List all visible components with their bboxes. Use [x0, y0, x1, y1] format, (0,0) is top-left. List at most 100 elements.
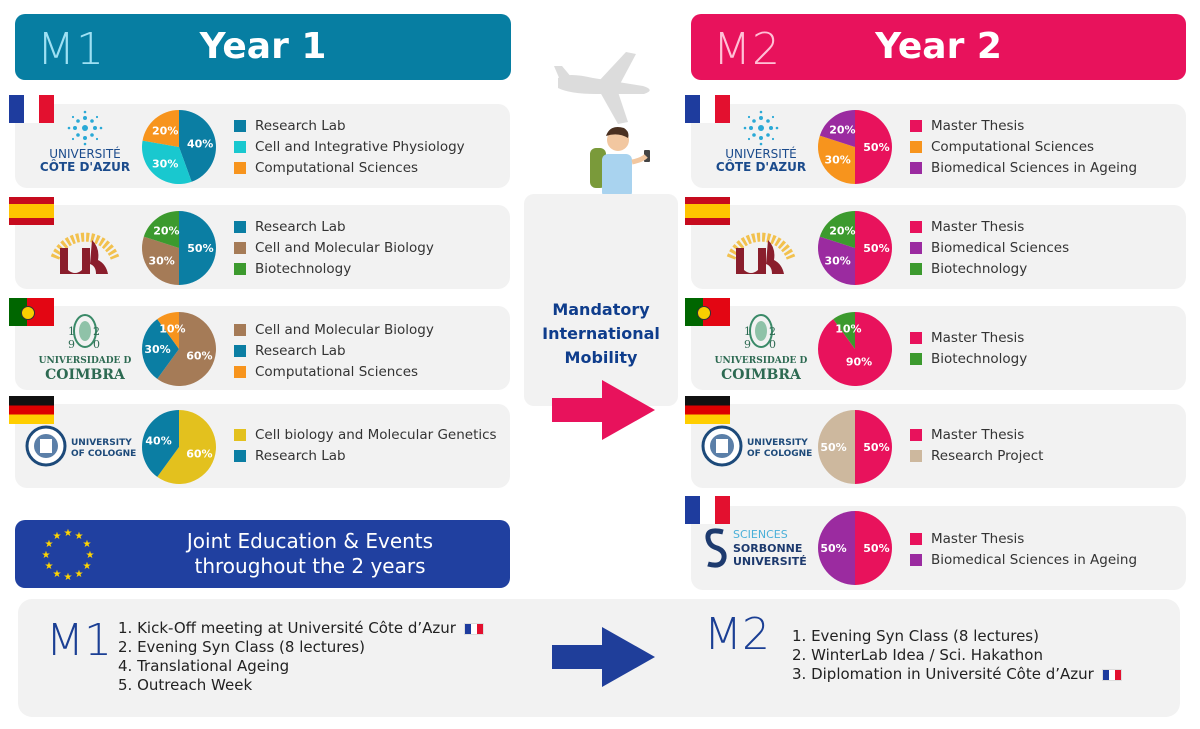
- legend-item: Biomedical Sciences in Ageing: [910, 157, 1137, 178]
- legend-item: Cell and Molecular Biology: [234, 237, 434, 258]
- pie-slice: [855, 410, 892, 484]
- pie-slice: [157, 312, 216, 386]
- pie-slice: [142, 140, 192, 184]
- legend-swatch: [910, 140, 922, 153]
- pie-slice: [179, 211, 216, 285]
- cote-azur-logo-line1: UNIVERSITÉ: [725, 147, 797, 161]
- sorbonne-logo-line1: SCIENCES: [733, 528, 788, 541]
- spain-flag-icon: [9, 197, 54, 225]
- pie-slice: [142, 319, 179, 379]
- legend-item: Biotechnology: [910, 348, 1027, 369]
- events-m1-list: 1. Kick-Off meeting at Université Côte d…: [118, 619, 484, 695]
- coimbra-logo-line1: UNIVERSIDADE D: [714, 356, 808, 366]
- airplane-icon: [554, 52, 650, 124]
- legend-swatch: [910, 532, 922, 545]
- legend-item: Biomedical Sciences: [910, 237, 1069, 258]
- cote-azur-logo-line1: UNIVERSITÉ: [49, 147, 121, 161]
- legend-item: Master Thesis: [910, 528, 1137, 549]
- events-arrow-icon: [552, 627, 655, 687]
- sevilla-logo: [716, 208, 806, 282]
- legend-swatch: [910, 331, 922, 344]
- legend-item: Biotechnology: [910, 258, 1069, 279]
- pie-slice-label: 50%: [187, 242, 213, 255]
- year1-m-label: M1: [37, 24, 105, 75]
- legend-item: Master Thesis: [910, 424, 1043, 445]
- legend-label: Master Thesis: [931, 218, 1025, 235]
- legend-swatch: [234, 365, 246, 378]
- cote-azur-logo-line2: CÔTE D'AZUR: [39, 160, 131, 174]
- legend-y1-cologne: Cell biology and Molecular Genetics Resea…: [234, 424, 497, 466]
- pie-slice: [141, 410, 179, 477]
- pie-slice-label: 50%: [863, 242, 889, 255]
- y2-card-sorbonne: [691, 506, 1186, 590]
- mobility-line3: Mobility: [564, 348, 638, 367]
- legend-label: Research Lab: [255, 218, 346, 235]
- pie-slice: [855, 511, 892, 585]
- events-m1-item: 2. Evening Syn Class (8 lectures): [118, 638, 365, 656]
- svg-text:★: ★: [53, 569, 62, 580]
- pie-chart-y2-sevilla: 50% 30% 20%: [818, 211, 892, 285]
- events-m2-list: 1. Evening Syn Class (8 lectures) 2. Win…: [792, 627, 1122, 684]
- legend-item: Master Thesis: [910, 115, 1137, 136]
- pie-slice: [833, 312, 855, 349]
- mobility-line1: Mandatory: [552, 300, 650, 319]
- pie-chart-y1-sevilla: 50% 30% 20%: [142, 211, 216, 285]
- events-panel: M1 1. Kick-Off meeting at Université Côt…: [18, 599, 1180, 717]
- pie-slice-label: 30%: [144, 343, 170, 356]
- pie-slice-label: 50%: [820, 441, 846, 454]
- legend-swatch: [234, 323, 246, 336]
- events-m1-item: 1. Kick-Off meeting at Université Côte d…: [118, 619, 484, 638]
- legend-label: Biotechnology: [255, 260, 352, 277]
- france-flag-icon: [9, 95, 54, 123]
- cologne-logo: UNIVERSITY OF COLOGNE: [25, 425, 136, 469]
- coimbra-logo-line2: COIMBRA: [45, 367, 125, 383]
- coimbra-logo-line1: UNIVERSIDADE D: [38, 356, 132, 366]
- pie-slice-label: 50%: [820, 542, 846, 555]
- cologne-logo-line2: OF COLOGNE: [747, 449, 813, 459]
- coimbra-seal-icon: [73, 314, 97, 348]
- events-m2-item: 3. Diplomation in Université Côte d’Azur: [792, 665, 1122, 684]
- legend-label: Computational Sciences: [931, 138, 1095, 155]
- sevilla-logo: [40, 208, 130, 282]
- pie-slice-label: 50%: [863, 141, 889, 154]
- legend-swatch: [234, 449, 246, 462]
- france-flag-icon: [1101, 668, 1122, 681]
- legend-label: Biomedical Sciences: [931, 239, 1070, 256]
- pie-slice-label: 50%: [863, 441, 889, 454]
- mobility-text: Mandatory International Mobility: [524, 298, 678, 370]
- legend-label: Cell and Molecular Biology: [255, 239, 434, 256]
- legend-y1-coimbra: Cell and Molecular Biology Research Lab Co…: [234, 319, 434, 382]
- pie-slice-label: 20%: [153, 225, 179, 238]
- legend-label: Biotechnology: [931, 260, 1028, 277]
- cologne-logo-line2: OF COLOGNE: [71, 449, 137, 459]
- legend-swatch: [234, 220, 246, 233]
- pie-slice-label: 30%: [824, 255, 850, 268]
- legend-item: Master Thesis: [910, 327, 1027, 348]
- pie-slice: [157, 410, 216, 484]
- legend-swatch: [234, 428, 246, 441]
- legend-y1-sevilla: Research Lab Cell and Molecular Biology Bi…: [234, 216, 434, 279]
- cote-azur-star-icon: [67, 110, 103, 146]
- legend-swatch: [910, 428, 922, 441]
- legend-label: Cell biology and Molecular Genetics: [255, 426, 497, 443]
- legend-item: Computational Sciences: [234, 157, 465, 178]
- events-m2-item: 1. Evening Syn Class (8 lectures): [792, 627, 1039, 645]
- legend-label: Computational Sciences: [255, 159, 419, 176]
- svg-text:★: ★: [45, 539, 54, 550]
- legend-item: Research Lab: [234, 340, 434, 361]
- legend-swatch: [910, 241, 922, 254]
- pie-slice: [143, 211, 179, 248]
- pie-slice: [819, 211, 855, 248]
- legend-swatch: [234, 344, 246, 357]
- coimbra-logo-year: 12 90: [68, 325, 118, 351]
- legend-y2-cologne: Master Thesis Research Project: [910, 424, 1043, 466]
- svg-text:★: ★: [75, 531, 84, 542]
- pie-slice-label: 50%: [863, 542, 889, 555]
- legend-label: Biomedical Sciences in Ageing: [931, 159, 1138, 176]
- portugal-flag-icon: [9, 298, 54, 326]
- y2-card-cologne: [691, 404, 1186, 488]
- pie-slice-label: 60%: [186, 448, 212, 461]
- pie-slice-label: 90%: [846, 355, 872, 368]
- legend-y2-sorbonne: Master Thesis Biomedical Sciences in Agei…: [910, 528, 1137, 570]
- legend-label: Cell and Integrative Physiology: [255, 138, 465, 155]
